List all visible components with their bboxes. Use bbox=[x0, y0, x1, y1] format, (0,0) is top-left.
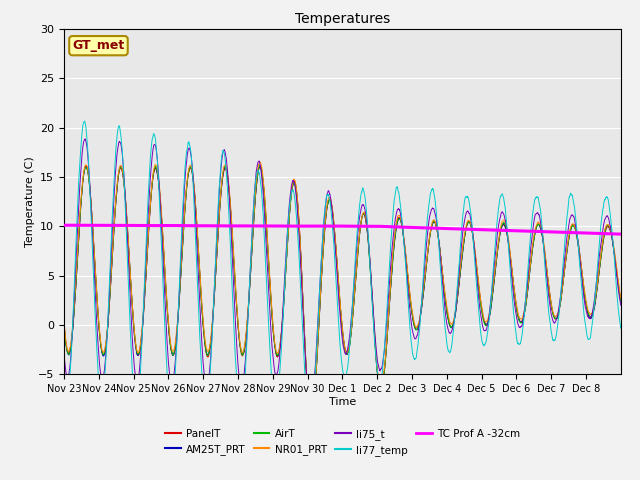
X-axis label: Time: Time bbox=[329, 397, 356, 407]
Text: GT_met: GT_met bbox=[72, 39, 125, 52]
Y-axis label: Temperature (C): Temperature (C) bbox=[25, 156, 35, 247]
Legend: PanelT, AM25T_PRT, AirT, NR01_PRT, li75_t, li77_temp, TC Prof A -32cm: PanelT, AM25T_PRT, AirT, NR01_PRT, li75_… bbox=[161, 424, 524, 460]
Title: Temperatures: Temperatures bbox=[295, 12, 390, 26]
